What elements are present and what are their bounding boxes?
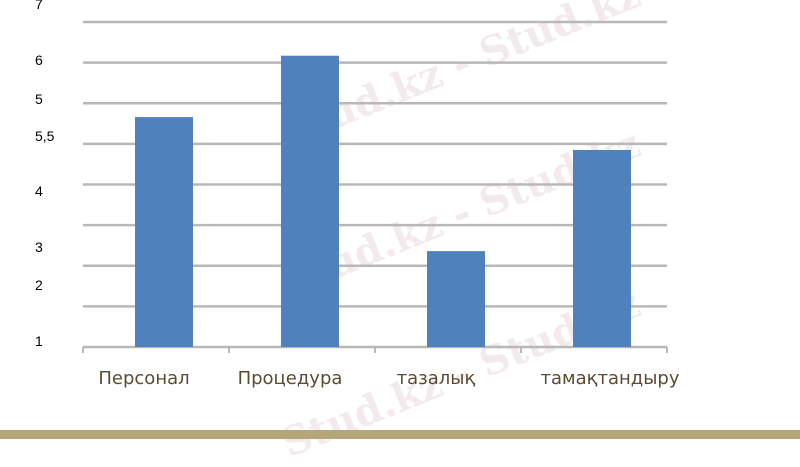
- bar-3: [573, 149, 631, 347]
- y-tick-label: 3: [35, 239, 43, 255]
- category-label: Персонал: [98, 368, 189, 389]
- category-label: тамақтандыру: [540, 368, 679, 389]
- y-tick-label: 7: [35, 0, 43, 12]
- bar-2: [427, 251, 485, 347]
- footer-band: [0, 430, 800, 439]
- y-tick-label: 2: [35, 277, 43, 293]
- category-label: Процедура: [238, 368, 343, 389]
- y-tick-label: 5: [35, 91, 43, 107]
- y-tick-label: 1: [35, 333, 43, 349]
- bar-chart: 7 6 5 5,5 4 3 2 1 Персонал Процедура тазалық тамақт…: [35, 0, 680, 389]
- bar-0: [135, 117, 193, 347]
- y-tick-label: 5,5: [35, 128, 55, 144]
- bar-1: [281, 55, 339, 347]
- y-tick-label: 4: [35, 183, 43, 199]
- category-label: тазалық: [397, 368, 476, 389]
- y-tick-label: 6: [35, 52, 43, 68]
